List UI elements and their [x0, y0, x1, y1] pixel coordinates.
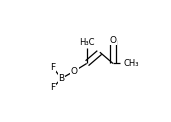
Text: H₃C: H₃C: [79, 38, 94, 47]
Text: B: B: [58, 74, 64, 83]
Text: F: F: [50, 63, 55, 72]
Text: CH₃: CH₃: [124, 59, 139, 68]
Text: O: O: [71, 66, 78, 76]
Text: F: F: [50, 83, 55, 92]
Text: O: O: [109, 36, 116, 45]
